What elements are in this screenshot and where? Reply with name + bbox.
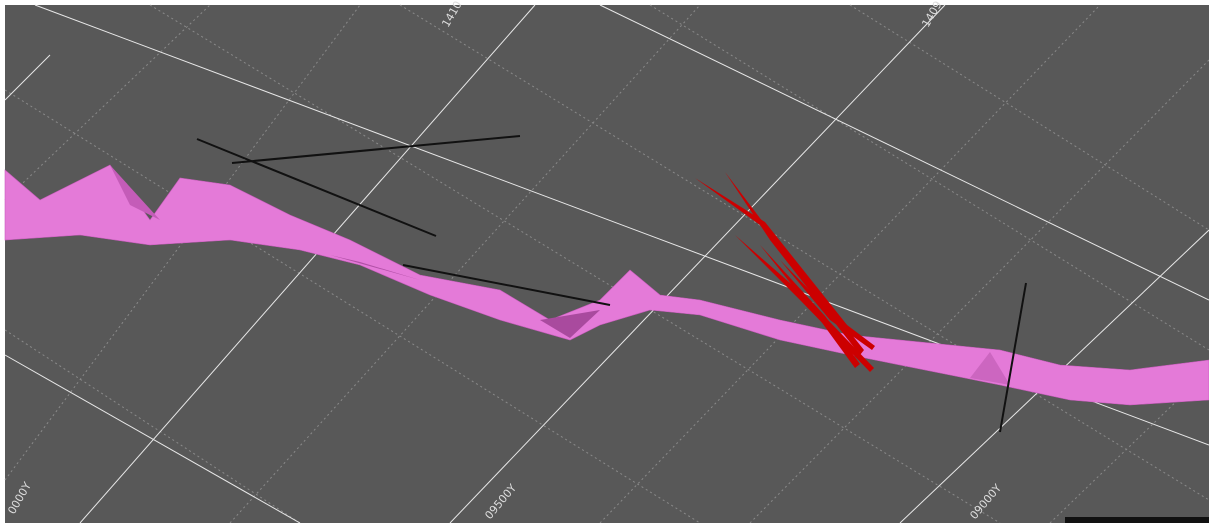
surface: [4, 164, 1209, 406]
red-veins: [695, 172, 875, 372]
scale-bar: [1065, 517, 1209, 523]
drill-traces: [196, 135, 1027, 433]
background: [5, 5, 1209, 523]
